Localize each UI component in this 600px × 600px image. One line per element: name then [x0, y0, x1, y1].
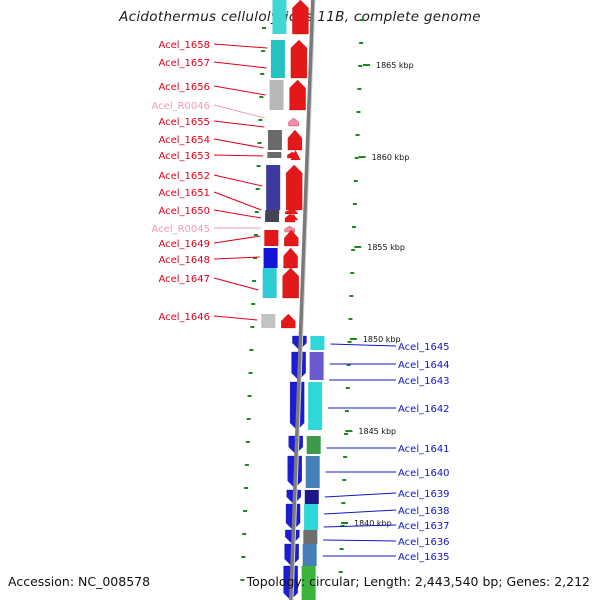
forward-gene-arrow — [284, 229, 299, 247]
forward-gene-label: Acel_R0046 — [152, 101, 211, 112]
genome-axis-edge — [292, 0, 316, 600]
gene-feature-box — [304, 490, 319, 504]
forward-gene-arrow — [288, 117, 299, 127]
gene-feature-box — [267, 130, 282, 150]
label-leader-line — [324, 492, 397, 498]
gene-feature-box — [301, 566, 316, 600]
reverse-gene-label: Acel_1644 — [398, 360, 450, 371]
forward-gene-label: Acel_1655 — [158, 117, 210, 128]
gene-feature-box — [309, 352, 324, 380]
forward-gene-label: Acel_1649 — [158, 239, 210, 250]
label-leader-line — [213, 138, 264, 149]
reverse-gene-label: Acel_1642 — [398, 404, 450, 415]
genome-axis — [289, 0, 315, 600]
scale-label: 1850 kbp — [363, 335, 401, 344]
reverse-gene-label: Acel_1638 — [398, 506, 450, 517]
reverse-gene-label: Acel_1635 — [398, 552, 450, 563]
gene-feature-box — [261, 314, 276, 328]
reverse-gene-label: Acel_1639 — [398, 489, 450, 500]
genome-summary-text: Topology: circular; Length: 2,443,540 bp… — [246, 574, 590, 589]
gene-feature-box — [310, 336, 325, 350]
reverse-gene-label: Acel_1645 — [398, 342, 450, 353]
scale-label: 1860 kbp — [372, 153, 410, 162]
gene-feature-box — [262, 268, 277, 298]
scale-label: 1840 kbp — [354, 519, 392, 528]
label-leader-line — [213, 120, 265, 128]
forward-gene-label: Acel_1654 — [158, 135, 210, 146]
scale-label: 1845 kbp — [358, 427, 396, 436]
label-leader-line — [213, 61, 267, 69]
gene-feature-box — [270, 40, 285, 78]
reverse-gene-label: Acel_1643 — [398, 376, 450, 387]
gene-feature-box — [303, 530, 318, 544]
forward-gene-arrow — [292, 0, 309, 35]
forward-gene-arrow — [288, 214, 299, 220]
forward-gene-arrow — [287, 129, 303, 151]
gene-feature-box — [269, 80, 284, 110]
forward-gene-label: Acel_1647 — [158, 274, 210, 285]
gene-feature-box — [264, 230, 279, 246]
scale-label: 1865 kbp — [376, 61, 414, 70]
forward-gene-arrow — [284, 225, 295, 233]
label-leader-line — [323, 524, 397, 528]
label-leader-line — [324, 509, 397, 515]
gene-feature-box — [263, 248, 278, 268]
label-leader-line — [323, 539, 397, 542]
forward-gene-label: Acel_1652 — [158, 171, 210, 182]
forward-gene-label: Acel_1653 — [158, 151, 210, 162]
reverse-gene-label: Acel_1640 — [398, 468, 450, 479]
accession-text: Accession: NC_008578 — [8, 574, 151, 589]
forward-gene-arrow — [290, 150, 301, 160]
reverse-gene-label: Acel_1641 — [398, 444, 450, 455]
label-leader-line — [213, 209, 262, 219]
forward-gene-label: Acel_R0045 — [152, 224, 211, 235]
forward-gene-arrow — [281, 313, 296, 329]
gene-feature-box — [272, 0, 287, 34]
scale-label: 1855 kbp — [367, 243, 405, 252]
forward-gene-label: Acel_1646 — [158, 312, 210, 323]
label-leader-line — [213, 235, 261, 244]
gene-feature-box — [308, 382, 323, 430]
forward-gene-arrow — [286, 164, 303, 211]
forward-gene-label: Acel_1650 — [158, 206, 210, 217]
gene-feature-box — [265, 210, 280, 214]
forward-gene-label: Acel_1648 — [158, 255, 210, 266]
forward-gene-arrow — [290, 39, 308, 79]
label-leader-line — [213, 191, 262, 211]
gene-feature-box — [306, 436, 321, 454]
label-leader-line — [213, 315, 258, 321]
reverse-gene-label: Acel_1636 — [398, 537, 450, 548]
gene-feature-box — [267, 152, 282, 158]
forward-gene-arrow — [288, 198, 299, 204]
forward-gene-label: Acel_1657 — [158, 58, 210, 69]
gene-feature-box — [305, 456, 320, 488]
label-leader-line — [213, 256, 260, 260]
forward-gene-arrow — [289, 79, 306, 111]
gene-feature-box — [302, 544, 317, 566]
forward-gene-label: Acel_1656 — [158, 82, 210, 93]
label-leader-line — [213, 104, 265, 119]
forward-gene-arrow — [282, 267, 299, 299]
forward-gene-label: Acel_1658 — [158, 40, 210, 51]
gene-feature-box — [266, 165, 281, 210]
forward-gene-arrow — [283, 247, 298, 269]
label-leader-line — [213, 154, 264, 157]
label-leader-line — [213, 174, 263, 187]
label-leader-line — [213, 277, 259, 291]
gene-feature-box — [304, 504, 319, 530]
forward-gene-label: Acel_1651 — [158, 188, 210, 199]
forward-gene-arrow — [288, 208, 299, 214]
gene-feature-box — [265, 214, 280, 222]
reverse-gene-label: Acel_1637 — [398, 521, 450, 532]
label-leader-line — [213, 43, 268, 49]
label-leader-line — [213, 85, 266, 96]
label-leader-line — [330, 343, 397, 347]
